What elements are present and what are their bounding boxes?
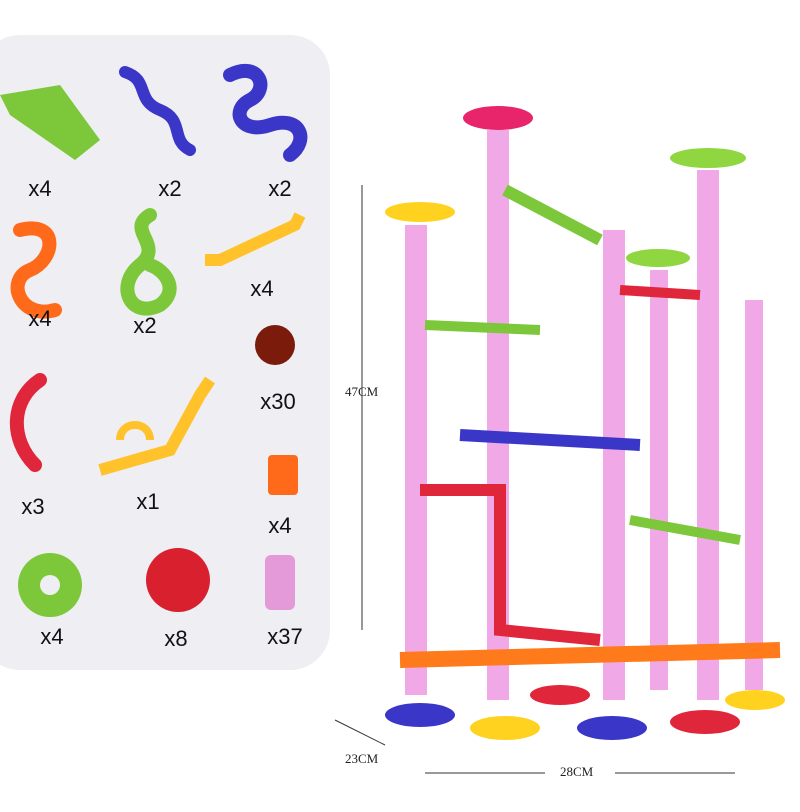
dimension-line bbox=[334, 719, 386, 746]
track bbox=[424, 320, 541, 335]
part-icon bbox=[146, 548, 210, 612]
depth-label: 23CM bbox=[345, 751, 379, 766]
parts-panel bbox=[0, 35, 330, 670]
part-icon bbox=[119, 66, 196, 156]
part-icon bbox=[40, 575, 60, 595]
part-quantity: x4 bbox=[28, 176, 51, 201]
base bbox=[577, 716, 647, 740]
width-label: 28CM bbox=[560, 764, 594, 779]
funnel bbox=[670, 148, 746, 168]
base bbox=[385, 703, 455, 727]
tube bbox=[405, 225, 427, 695]
part-quantity: x2 bbox=[158, 176, 181, 201]
part-quantity: x4 bbox=[250, 276, 273, 301]
part-icon bbox=[223, 63, 308, 162]
part-icon bbox=[265, 555, 295, 610]
part-icon bbox=[10, 221, 62, 319]
funnel bbox=[626, 249, 690, 267]
base bbox=[725, 690, 785, 710]
funnel bbox=[463, 106, 533, 130]
part-icon bbox=[116, 421, 154, 441]
part-icon bbox=[255, 325, 295, 365]
marble-tower bbox=[385, 106, 785, 740]
base bbox=[670, 710, 740, 734]
track bbox=[399, 642, 781, 668]
part-icon bbox=[0, 85, 100, 160]
track bbox=[502, 184, 603, 246]
tube bbox=[697, 170, 719, 700]
part-quantity: x37 bbox=[267, 624, 302, 649]
part-icon bbox=[120, 208, 177, 316]
part-quantity: x4 bbox=[268, 513, 291, 538]
part-quantity: x3 bbox=[21, 494, 44, 519]
part-quantity: x8 bbox=[164, 626, 187, 651]
part-quantity: x4 bbox=[40, 624, 63, 649]
part-icon bbox=[268, 455, 298, 495]
base bbox=[530, 685, 590, 705]
tube bbox=[745, 300, 763, 690]
track bbox=[619, 285, 701, 300]
part-quantity: x2 bbox=[133, 313, 156, 338]
part-quantity: x30 bbox=[260, 389, 295, 414]
part-icon bbox=[9, 373, 47, 472]
part-icon bbox=[205, 212, 306, 266]
track bbox=[629, 515, 741, 545]
tube bbox=[650, 270, 668, 690]
track bbox=[420, 484, 601, 646]
height-label: 47CM bbox=[345, 384, 379, 399]
tube bbox=[603, 230, 625, 700]
base bbox=[470, 716, 540, 740]
part-icon bbox=[98, 376, 215, 476]
track bbox=[459, 429, 641, 451]
funnel bbox=[385, 202, 455, 222]
part-quantity: x4 bbox=[28, 306, 51, 331]
part-quantity: x2 bbox=[268, 176, 291, 201]
part-quantity: x1 bbox=[136, 489, 159, 514]
